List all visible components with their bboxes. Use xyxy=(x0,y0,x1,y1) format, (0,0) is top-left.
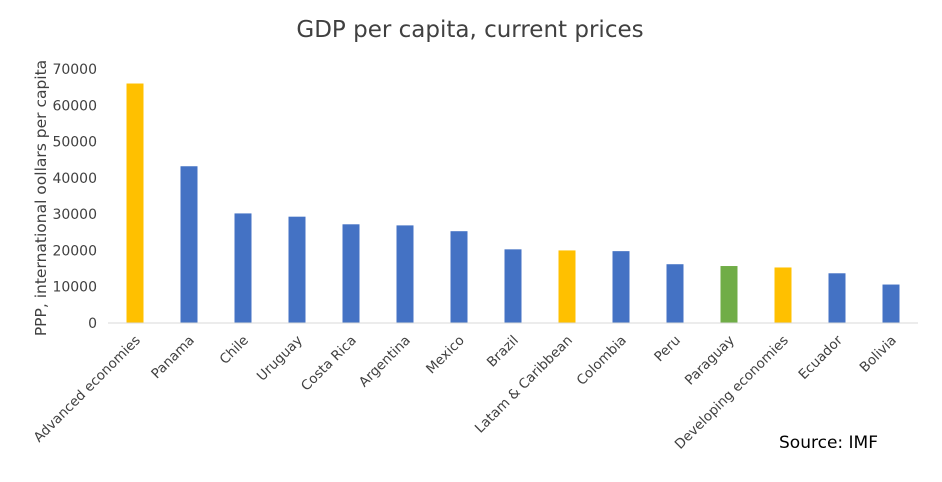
x-tick-label: Paraguay xyxy=(682,333,738,389)
bar xyxy=(180,166,198,323)
x-tick-label: Developing economies xyxy=(672,333,792,453)
x-tick-label: Advanced economies xyxy=(31,333,144,446)
y-tick-label: 30000 xyxy=(52,207,97,223)
y-axis-ticks: 0 10000 20000 30000 40000 50000 60000 70000 xyxy=(52,62,97,332)
bar xyxy=(612,251,630,323)
bar xyxy=(396,225,414,323)
y-tick-label: 70000 xyxy=(52,62,97,78)
y-tick-label: 50000 xyxy=(52,135,97,151)
bar xyxy=(126,83,144,323)
x-tick-label: Colombia xyxy=(574,333,630,389)
x-tick-label: Mexico xyxy=(423,333,468,378)
bar xyxy=(828,273,846,323)
bar xyxy=(504,249,522,323)
x-tick-label: Brazil xyxy=(484,333,522,371)
x-tick-label: Uruguay xyxy=(254,333,306,385)
y-tick-label: 10000 xyxy=(52,280,97,296)
bar xyxy=(288,216,306,323)
bar xyxy=(558,250,576,323)
x-tick-label: Bolivia xyxy=(857,333,900,376)
x-tick-label: Ecuador xyxy=(796,332,847,383)
bar xyxy=(666,264,684,323)
x-tick-label: Argentina xyxy=(356,333,414,391)
bar xyxy=(342,224,360,323)
x-tick-label: Latam & Caribbean xyxy=(472,333,576,437)
x-tick-label: Peru xyxy=(651,333,684,366)
bar xyxy=(234,213,252,323)
x-tick-label: Costa Rica xyxy=(298,333,360,395)
y-tick-label: 40000 xyxy=(52,171,97,187)
x-axis-categories: Advanced economies Panama Chile UruguayCost… xyxy=(31,332,900,452)
bar xyxy=(450,231,468,323)
x-tick-label: Panama xyxy=(148,333,198,383)
bar xyxy=(882,284,900,323)
x-tick-label: Chile xyxy=(217,333,252,368)
y-tick-label: 60000 xyxy=(52,98,97,114)
bar xyxy=(720,266,738,323)
bar xyxy=(774,267,792,323)
y-tick-label: 20000 xyxy=(52,243,97,259)
chart-title: GDP per capita, current prices xyxy=(296,17,643,43)
source-note: Source: IMF xyxy=(779,433,878,453)
bars xyxy=(126,83,900,323)
y-axis-label: PPP, international oollars per capita xyxy=(32,60,50,336)
y-tick-label: 0 xyxy=(88,316,97,332)
